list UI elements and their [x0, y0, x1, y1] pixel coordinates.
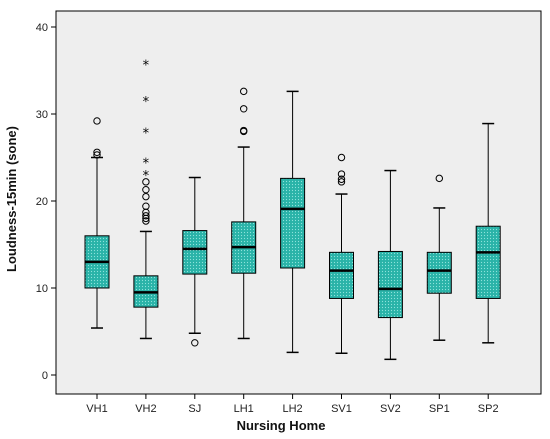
outlier-point	[142, 178, 150, 186]
outlier-point	[142, 192, 150, 201]
outlier-point	[337, 175, 346, 183]
box-lh2	[280, 90, 306, 354]
extreme-point: *	[143, 169, 150, 184]
x-axis-title: Nursing Home	[237, 418, 326, 433]
x-tick-label: SP2	[478, 403, 499, 415]
box-iqr	[182, 230, 208, 275]
outlier-point	[191, 339, 199, 347]
x-tick-label: LH1	[234, 403, 254, 415]
x-axis: VH1 VH2 SJ LH1 LH2 SV1 SV2 SP1 SP2	[86, 394, 499, 415]
outlier-point	[142, 202, 150, 210]
x-tick-label: VH2	[135, 403, 156, 415]
box-vh1	[84, 117, 110, 329]
x-tick-label: LH2	[283, 403, 303, 415]
y-axis-title: Loudness-15min (sone)	[4, 126, 19, 272]
outlier-point	[240, 126, 248, 135]
box-vh2: *****	[133, 58, 159, 340]
outlier-point	[240, 87, 248, 96]
box-sj	[182, 176, 208, 347]
y-tick-label: 30	[36, 109, 48, 121]
box-series: *****	[84, 58, 501, 361]
box-sv1	[329, 153, 354, 354]
x-tick-label: VH1	[86, 403, 107, 415]
x-tick-label: SV1	[331, 403, 352, 415]
x-tick-label: SP1	[429, 403, 450, 415]
box-sp2	[475, 122, 501, 344]
box-lh1	[231, 87, 257, 340]
box-sp1	[426, 174, 452, 341]
y-tick-label: 20	[36, 196, 48, 208]
y-tick-label: 0	[42, 370, 48, 382]
extreme-point: *	[143, 157, 150, 172]
outlier-point	[142, 185, 150, 194]
box-iqr	[426, 251, 452, 294]
extreme-point: *	[143, 126, 150, 141]
outlier-point	[337, 153, 346, 162]
outlier-point	[240, 105, 248, 113]
outlier-point	[337, 170, 346, 178]
box-iqr	[475, 225, 501, 299]
box-iqr	[280, 177, 306, 269]
outlier-point	[142, 217, 150, 225]
box-iqr	[377, 250, 403, 319]
box-sv2	[377, 169, 403, 361]
outlier-point	[93, 148, 101, 156]
y-tick-label: 40	[36, 22, 48, 34]
y-tick-label: 10	[36, 283, 48, 295]
outlier-point	[93, 117, 101, 125]
x-tick-label: SJ	[188, 403, 201, 415]
box-iqr	[329, 251, 354, 299]
y-axis: 0 10 20 30 40	[36, 22, 56, 382]
outlier-point	[142, 212, 150, 220]
outlier-point	[93, 151, 101, 159]
outlier-point	[337, 178, 346, 186]
extreme-point: *	[143, 58, 150, 73]
x-tick-label: SV2	[380, 403, 401, 415]
extreme-point: *	[143, 95, 150, 110]
outlier-point	[435, 174, 443, 183]
